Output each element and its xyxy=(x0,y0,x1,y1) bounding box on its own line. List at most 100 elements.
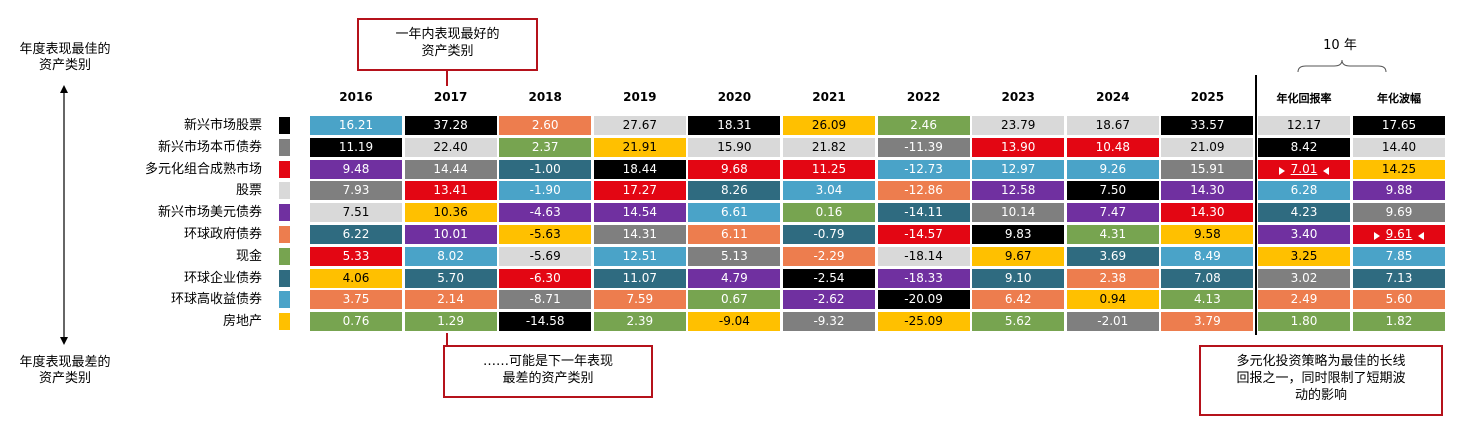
cell: 11.07 xyxy=(593,268,686,288)
legend-swatch xyxy=(279,269,290,287)
stats-brace xyxy=(1297,59,1387,73)
asset-label: 现金 xyxy=(235,248,262,264)
cell: 1.80 xyxy=(1258,312,1350,332)
cell: -12.86 xyxy=(877,181,970,201)
cell: 9.69 xyxy=(1353,203,1445,223)
cell: -2.54 xyxy=(783,268,875,288)
cell: 3.40 xyxy=(1258,225,1350,244)
cell-text: 4.23 xyxy=(1290,205,1318,220)
legend-swatch xyxy=(279,138,290,156)
cell-text: -14.58 xyxy=(525,314,565,329)
cell: 7.51 xyxy=(310,203,402,223)
cell: 2.14 xyxy=(404,290,497,310)
cell: 14.40 xyxy=(1353,137,1445,157)
cell: -1.90 xyxy=(499,181,592,201)
cell: -2.01 xyxy=(1066,312,1159,332)
rank-arrow xyxy=(60,85,68,345)
cell-text: 10.48 xyxy=(1095,139,1130,154)
cell-text: 8.49 xyxy=(1194,248,1221,263)
cell-text: 12.51 xyxy=(622,248,657,263)
cell: 21.91 xyxy=(593,137,686,157)
cell: 14.25 xyxy=(1353,159,1445,179)
cell: 6.11 xyxy=(688,225,781,244)
cell-text: 1.80 xyxy=(1290,314,1318,329)
cell: 9.48 xyxy=(310,159,402,179)
cell-text: -2.29 xyxy=(813,248,845,263)
cell: -14.58 xyxy=(499,312,592,332)
cell: 13.41 xyxy=(404,181,497,201)
cell-text: 2.38 xyxy=(1099,270,1127,285)
cell-text: -5.63 xyxy=(529,227,561,241)
cell: 18.44 xyxy=(593,159,686,179)
cell-text: 7.85 xyxy=(1385,248,1413,263)
cell: 4.31 xyxy=(1066,225,1159,244)
cell-text: 26.09 xyxy=(811,118,847,132)
cell: 7.01 xyxy=(1258,159,1350,179)
cell: 8.49 xyxy=(1161,246,1254,266)
cell-text: 10.14 xyxy=(1001,205,1036,220)
callout-connector xyxy=(446,333,448,347)
cell-text: 11.19 xyxy=(338,139,374,154)
cell-text: 9.68 xyxy=(721,161,748,176)
cell-text: -12.73 xyxy=(904,161,943,176)
cell-text: 8.26 xyxy=(721,183,748,198)
cell: 2.60 xyxy=(499,116,592,135)
cell-text: 14.44 xyxy=(433,161,468,176)
cell: -8.71 xyxy=(499,290,592,310)
cell-text: 3.02 xyxy=(1290,270,1318,285)
cell: 0.94 xyxy=(1066,290,1159,310)
cell-text: 3.75 xyxy=(342,292,370,307)
cell-text: -9.32 xyxy=(813,314,845,329)
cell: 3.79 xyxy=(1161,312,1254,332)
cell-text: 2.14 xyxy=(437,292,464,307)
cell-text: 2.39 xyxy=(626,314,654,329)
cell-text: 21.09 xyxy=(1190,139,1225,154)
cell-text: 17.27 xyxy=(622,183,657,198)
cell-text: 7.51 xyxy=(342,205,370,220)
cell: 12.58 xyxy=(972,181,1065,201)
cell: 6.28 xyxy=(1258,181,1350,201)
cell: -5.63 xyxy=(499,225,592,244)
cell: 5.62 xyxy=(972,312,1065,332)
cell-text: -1.90 xyxy=(529,183,561,198)
cell-text: 7.08 xyxy=(1194,270,1221,285)
cell-text: 9.88 xyxy=(1385,183,1413,198)
legend-swatch xyxy=(279,291,290,309)
cell: 3.02 xyxy=(1258,268,1350,288)
callout-line: 回报之一，同时限制了短期波 xyxy=(1236,371,1406,386)
cell: 8.26 xyxy=(688,181,781,201)
cell-text: 4.13 xyxy=(1194,292,1221,307)
cell: 9.26 xyxy=(1066,159,1159,179)
cell: -2.62 xyxy=(783,290,875,310)
cell: 4.06 xyxy=(310,268,402,288)
cell-text: -25.09 xyxy=(904,314,943,329)
cell-text: 0.76 xyxy=(342,314,370,329)
cell: 13.90 xyxy=(972,137,1065,157)
cell-text: 5.70 xyxy=(437,270,464,285)
cell-text: 1.29 xyxy=(437,314,464,329)
cell-text: 18.31 xyxy=(717,118,752,132)
cell: 6.42 xyxy=(972,290,1065,310)
cell: 9.10 xyxy=(972,268,1065,288)
cell-text: 9.83 xyxy=(1004,227,1032,241)
cell-text: 15.90 xyxy=(717,139,752,154)
cell: 2.37 xyxy=(499,137,592,157)
cell-text: 8.02 xyxy=(437,248,464,263)
cell: 4.13 xyxy=(1161,290,1254,310)
cell-text: 6.42 xyxy=(1004,292,1032,307)
cell: 7.13 xyxy=(1353,268,1445,288)
cell-text: -2.62 xyxy=(813,292,845,307)
cell: 14.30 xyxy=(1161,203,1254,223)
cell: 0.76 xyxy=(310,312,402,332)
cell-text: 37.28 xyxy=(433,118,468,132)
cell-text: 7.01 xyxy=(1290,161,1318,176)
cell: 17.27 xyxy=(593,181,686,201)
cell-text: 17.65 xyxy=(1381,118,1417,132)
cell: 17.65 xyxy=(1353,116,1445,135)
cell-text: 4.31 xyxy=(1099,227,1127,241)
cell: -5.69 xyxy=(499,246,592,266)
cell: 33.57 xyxy=(1161,116,1254,135)
cell: 5.70 xyxy=(404,268,497,288)
cell: 2.46 xyxy=(877,116,970,135)
